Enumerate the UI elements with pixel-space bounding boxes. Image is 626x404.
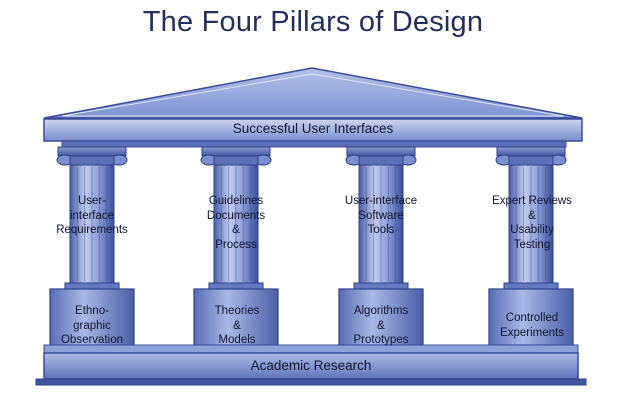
pillar-4-capital [496, 146, 566, 157]
pillar-2-neck [213, 155, 259, 166]
pillar-3-capital [346, 146, 416, 157]
roof-pediment [43, 67, 583, 119]
pillar-4-neck [508, 155, 554, 166]
pillar-1-capital [57, 146, 127, 157]
pillar-1-shaft-label: User-interface Requirements [56, 195, 128, 236]
pillar-2-plinth [193, 288, 279, 346]
pillar-4-shaft-label: Expert Reviews & Usability Testing [492, 195, 572, 251]
pillar-4-base-ring [503, 282, 559, 290]
pillar-3-plinth-label: Algorithms & Prototypes [353, 305, 409, 346]
pillar-1-plinth [49, 288, 135, 346]
pillar-1-neck [69, 155, 115, 166]
pillar-1-base-ring [64, 282, 120, 290]
pillar-1-plinth-label: Ethno-graphic Observation [60, 305, 123, 346]
pillar-2-capital [201, 146, 271, 157]
pillar-2-plinth-label: Theories & Models [214, 305, 260, 346]
pillar-4-plinth-label: Controlled Experiments [500, 312, 564, 339]
diagram-title: The Four Pillars of Design [142, 6, 484, 38]
pillar-3-neck [358, 155, 404, 166]
roof-label: Successful User Interfaces [232, 121, 394, 136]
pillar-4-plinth [488, 288, 574, 346]
pillar-2-base-ring [208, 282, 264, 290]
base-label: Academic Research [250, 358, 372, 373]
pillar-3-shaft-label: User-interface Software Tools [344, 195, 418, 236]
pillar-2-shaft-label: Guidelines Documents & Process [206, 195, 266, 251]
pillar-3-base-ring [353, 282, 409, 290]
pillar-3-plinth [338, 288, 424, 346]
